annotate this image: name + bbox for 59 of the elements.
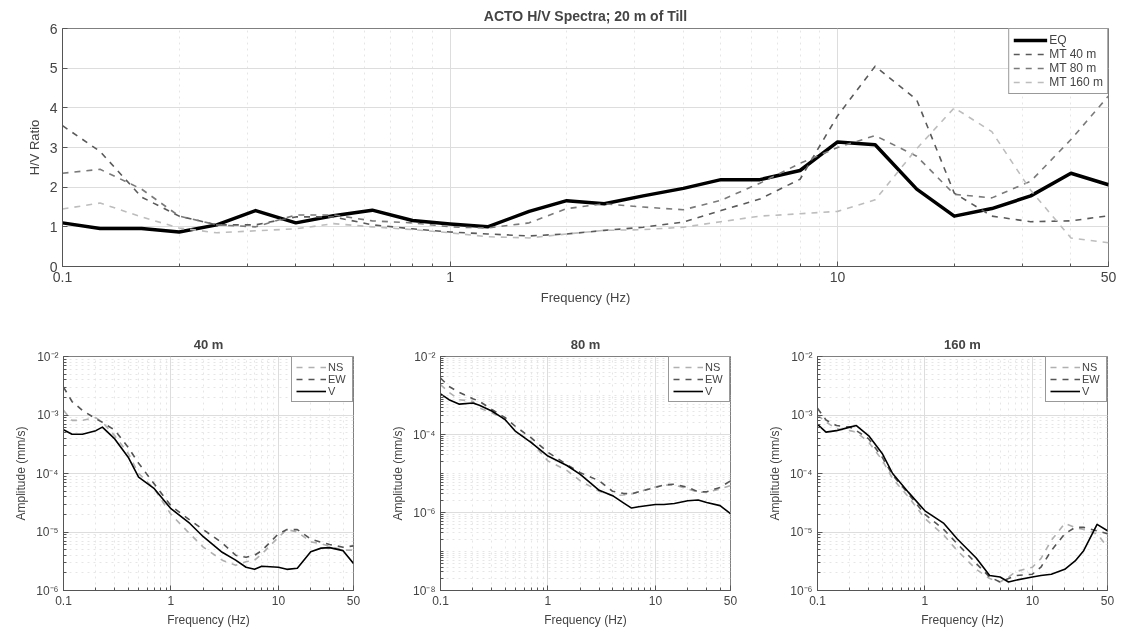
y-tick-label: 4: [49, 99, 58, 116]
x-tick-label: 0.1: [432, 593, 450, 608]
x-tick-label: 1: [544, 593, 552, 608]
x-tick-label: 10: [648, 593, 663, 608]
legend-label: EW: [328, 373, 347, 385]
legend-label: V: [705, 385, 714, 397]
x-tick-label: 50: [1100, 593, 1115, 608]
legend-label: MT 40 m: [1049, 47, 1097, 61]
x-axis-title: Frequency (Hz): [167, 612, 250, 627]
legend-label: EW: [705, 373, 724, 385]
y-axis-title: Amplitude (mm/s): [14, 426, 28, 521]
y-tick-label: 10⁻⁶: [413, 505, 436, 520]
y-tick-label: 1: [49, 218, 58, 235]
y-tick-label: 10⁻⁵: [790, 525, 813, 539]
legend-label: NS: [1082, 361, 1099, 373]
y-tick-label: 5: [49, 60, 58, 77]
x-tick-label: 0.1: [55, 593, 73, 608]
legend-label: V: [328, 385, 337, 397]
y-tick-label: 3: [49, 139, 58, 156]
x-tick-label: 10: [1025, 593, 1040, 608]
x-axis-title: Frequency (Hz): [540, 289, 631, 305]
legend-label: V: [1082, 385, 1091, 397]
x-tick-label: 50: [723, 593, 738, 608]
x-tick-label: 1: [921, 593, 929, 608]
x-axis-title: Frequency (Hz): [921, 612, 1004, 627]
x-tick-label: 50: [346, 593, 361, 608]
chart-title: 80 m: [570, 336, 601, 352]
chart-title: 160 m: [944, 336, 981, 352]
legend-label: EW: [1082, 373, 1101, 385]
y-tick-label: 10⁻²: [414, 349, 436, 364]
y-tick-label: 10⁻⁴: [36, 466, 59, 481]
x-tick-label: 50: [1100, 268, 1117, 285]
x-tick-label: 10: [829, 268, 846, 285]
x-tick-label: 1: [167, 593, 175, 608]
legend-label: NS: [328, 361, 345, 373]
y-axis-title: H/V Ratio: [26, 119, 42, 176]
y-tick-label: 10⁻²: [37, 349, 59, 364]
x-tick-label: 10: [271, 593, 286, 608]
x-axis-title: Frequency (Hz): [544, 612, 627, 627]
y-tick-label: 10⁻⁴: [413, 427, 436, 442]
chart-title: ACTO H/V Spectra; 20 m of Till: [483, 7, 688, 24]
y-axis-title: Amplitude (mm/s): [768, 426, 782, 521]
line-series: [62, 107, 1109, 244]
legend-label: EQ: [1049, 33, 1068, 47]
legend-label: MT 160 m: [1049, 75, 1103, 89]
legend-label: MT 80 m: [1049, 61, 1097, 75]
y-tick-label: 10⁻²: [791, 349, 813, 364]
y-tick-label: 10⁻³: [37, 408, 59, 422]
y-tick-label: 10⁻⁵: [36, 525, 59, 539]
y-tick-label: 6: [49, 20, 58, 37]
y-axis-title: Amplitude (mm/s): [391, 426, 405, 521]
x-tick-label: 1: [446, 268, 455, 285]
y-tick-label: 10⁻⁴: [790, 466, 813, 481]
y-tick-label: 2: [49, 179, 58, 196]
y-tick-label: 10⁻³: [791, 408, 813, 422]
legend-label: NS: [705, 361, 722, 373]
chart-title: 40 m: [193, 336, 224, 352]
x-tick-label: 0.1: [809, 593, 827, 608]
line-series: [62, 140, 1109, 234]
